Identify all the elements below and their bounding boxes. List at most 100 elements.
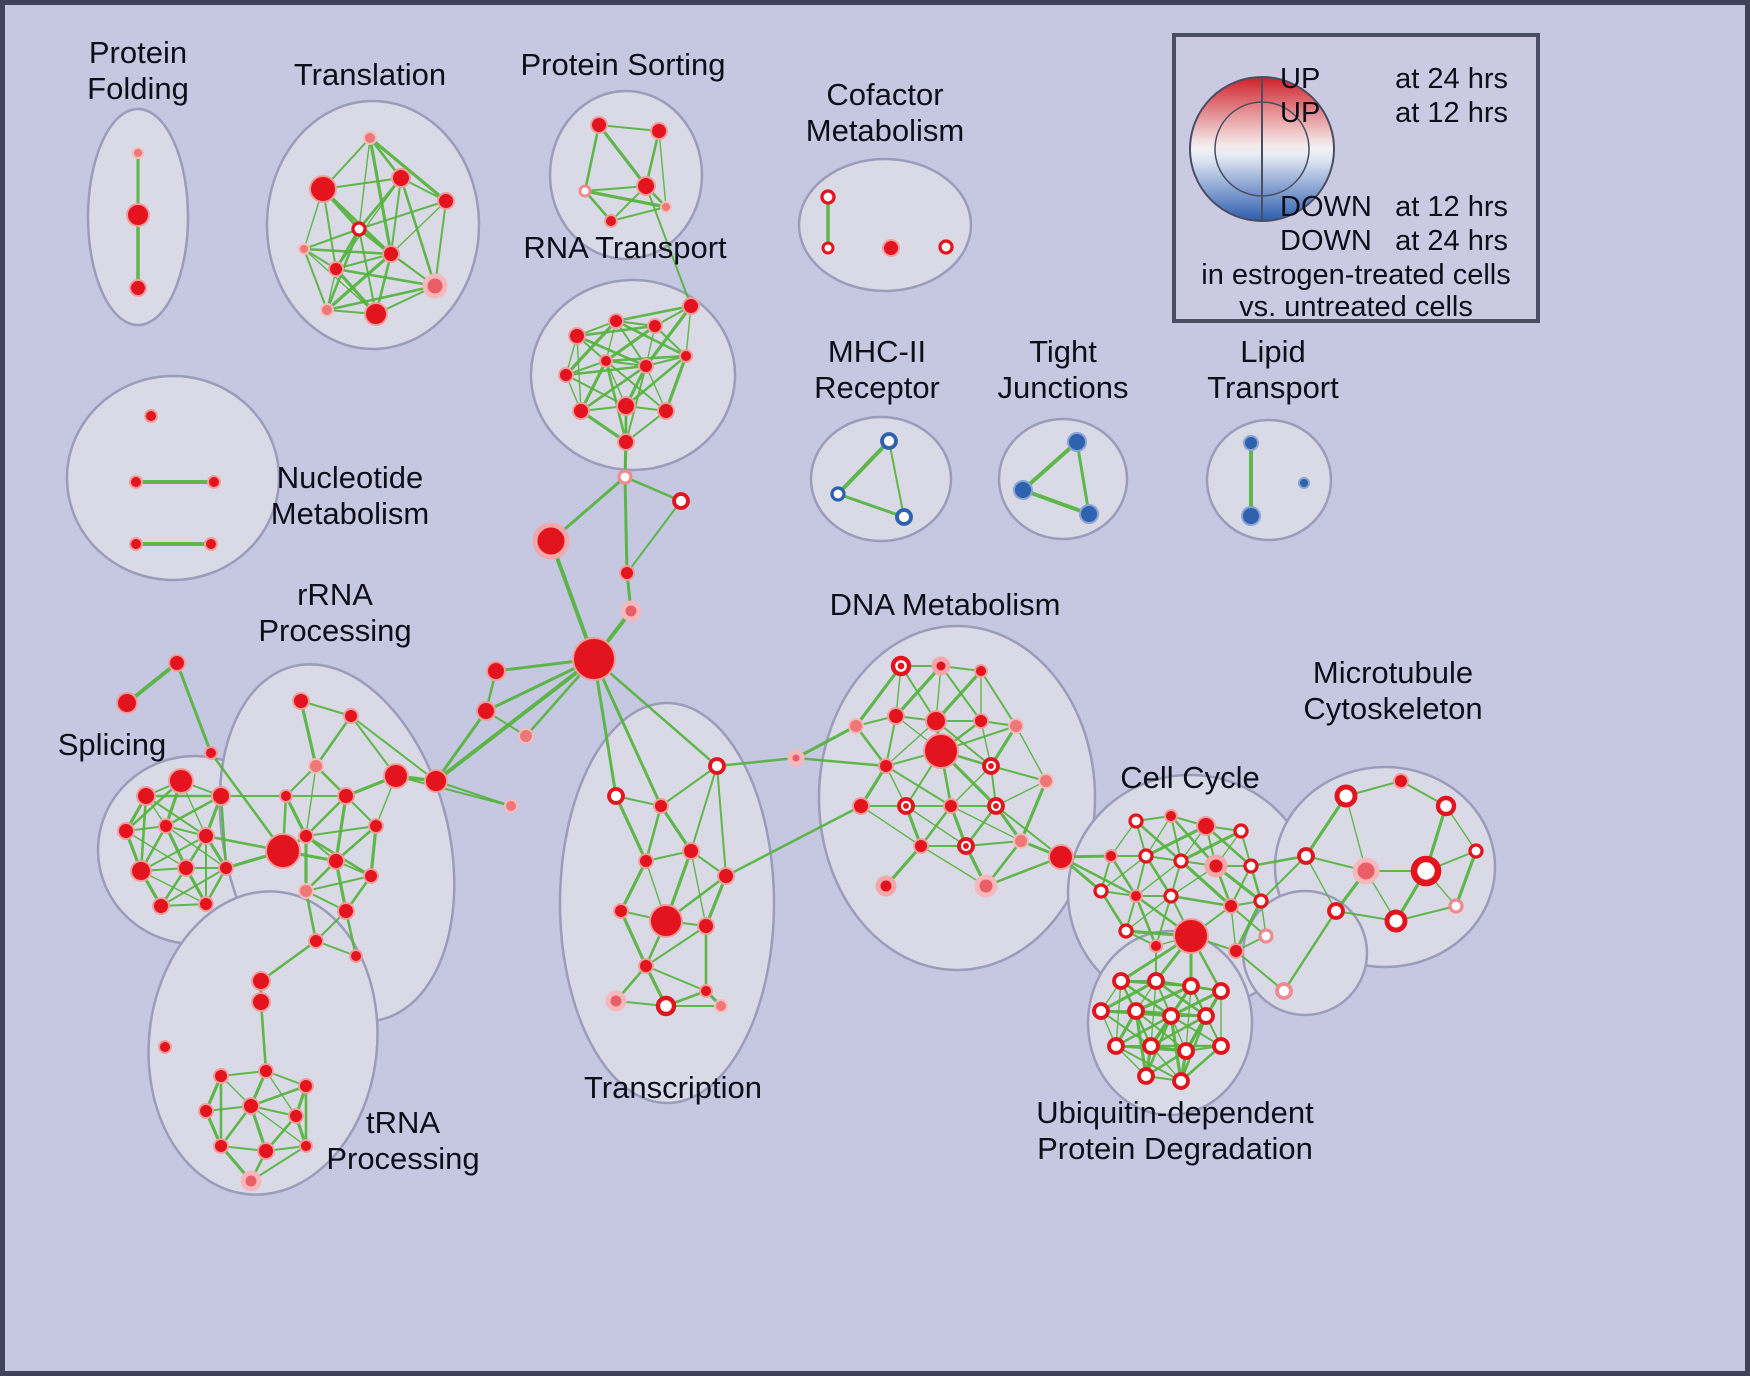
node-ring bbox=[1212, 1037, 1230, 1055]
node-ring bbox=[1197, 1007, 1215, 1025]
node-red bbox=[130, 860, 152, 882]
edge bbox=[619, 909, 648, 968]
node-red bbox=[218, 860, 234, 876]
edge bbox=[614, 304, 693, 323]
edge bbox=[305, 765, 317, 837]
edge bbox=[564, 319, 618, 377]
node-red bbox=[213, 1138, 229, 1154]
legend-label-up-24: UP bbox=[1280, 63, 1321, 95]
edge bbox=[660, 765, 718, 807]
edge bbox=[314, 714, 353, 768]
edge bbox=[1235, 950, 1285, 992]
edge bbox=[1134, 984, 1193, 1013]
legend-label-down-12: DOWN bbox=[1280, 191, 1372, 223]
node-red bbox=[251, 971, 271, 991]
node-ring bbox=[1384, 909, 1408, 933]
edge bbox=[1155, 895, 1172, 947]
node-ring bbox=[1297, 847, 1315, 865]
node-pinkhalo bbox=[1352, 857, 1380, 885]
node-redhalo bbox=[532, 522, 570, 560]
legend-time-down-24: at 24 hrs bbox=[1395, 225, 1508, 257]
node-center-dot bbox=[897, 662, 905, 670]
node-red bbox=[1104, 849, 1118, 863]
node-red bbox=[925, 710, 947, 732]
node-ring bbox=[1128, 813, 1144, 829]
node-red bbox=[136, 786, 156, 806]
cluster-cm bbox=[797, 157, 973, 293]
node-red bbox=[258, 1063, 274, 1079]
node-red bbox=[1228, 943, 1244, 959]
edge bbox=[597, 123, 648, 188]
node-red bbox=[973, 713, 989, 729]
node-ring bbox=[1127, 1002, 1145, 1020]
node-red bbox=[197, 827, 215, 845]
edge bbox=[219, 794, 228, 870]
edge bbox=[579, 409, 628, 444]
cluster-label-rr: rRNA Processing bbox=[258, 577, 411, 648]
node-layer bbox=[116, 116, 1484, 1192]
edge bbox=[690, 765, 718, 852]
edge bbox=[259, 1000, 268, 1073]
node-red bbox=[309, 175, 337, 203]
edge bbox=[1059, 855, 1138, 898]
edge bbox=[794, 724, 858, 760]
edge bbox=[659, 804, 693, 853]
node-bluering bbox=[830, 486, 846, 502]
node-red bbox=[913, 838, 929, 854]
node-pink bbox=[308, 758, 324, 774]
edge bbox=[584, 185, 647, 192]
edge bbox=[303, 248, 328, 311]
edge bbox=[1282, 909, 1338, 993]
edge bbox=[1099, 889, 1128, 933]
edge bbox=[259, 939, 318, 983]
edge bbox=[724, 804, 863, 878]
legend-time-up-24: at 24 hrs bbox=[1395, 63, 1508, 95]
edge bbox=[645, 965, 707, 992]
node-pinkhalo bbox=[422, 273, 448, 299]
node-red bbox=[682, 842, 700, 860]
edge bbox=[304, 889, 318, 943]
edge bbox=[1304, 794, 1348, 858]
edge bbox=[1109, 854, 1138, 898]
node-red bbox=[198, 896, 214, 912]
node-red bbox=[337, 902, 355, 920]
edge bbox=[325, 284, 437, 312]
node-pinkring bbox=[1448, 898, 1464, 914]
edge bbox=[305, 825, 377, 837]
node-ring bbox=[1233, 823, 1249, 839]
node-red bbox=[486, 661, 506, 681]
node-center-dot bbox=[903, 803, 909, 809]
node-red bbox=[129, 537, 143, 551]
cluster-label-ps: Protein Sorting bbox=[520, 47, 725, 82]
edge bbox=[715, 756, 798, 768]
node-red bbox=[699, 984, 713, 998]
edge bbox=[623, 475, 683, 503]
node-red bbox=[590, 116, 608, 134]
edge bbox=[888, 440, 905, 518]
node-ring bbox=[938, 239, 954, 255]
node-red bbox=[177, 859, 195, 877]
node-red bbox=[599, 354, 613, 368]
node-red bbox=[1149, 939, 1163, 953]
node-red bbox=[558, 367, 574, 383]
edge bbox=[140, 835, 207, 872]
edge bbox=[335, 253, 392, 270]
node-ring bbox=[655, 995, 677, 1017]
node-red bbox=[943, 798, 959, 814]
node-pink bbox=[1013, 833, 1029, 849]
node-red bbox=[1196, 816, 1216, 836]
edge bbox=[350, 715, 437, 782]
edge bbox=[995, 780, 1047, 807]
edge bbox=[592, 657, 618, 798]
edge bbox=[1249, 854, 1308, 868]
node-red bbox=[882, 239, 900, 257]
node-pinkhalo bbox=[240, 1170, 262, 1192]
edge bbox=[390, 200, 447, 255]
node-red bbox=[126, 203, 150, 227]
node-red bbox=[129, 475, 143, 489]
node-red bbox=[158, 1040, 172, 1054]
edge bbox=[664, 354, 688, 413]
edge bbox=[598, 124, 660, 132]
edge bbox=[164, 794, 223, 828]
edge bbox=[885, 765, 952, 807]
